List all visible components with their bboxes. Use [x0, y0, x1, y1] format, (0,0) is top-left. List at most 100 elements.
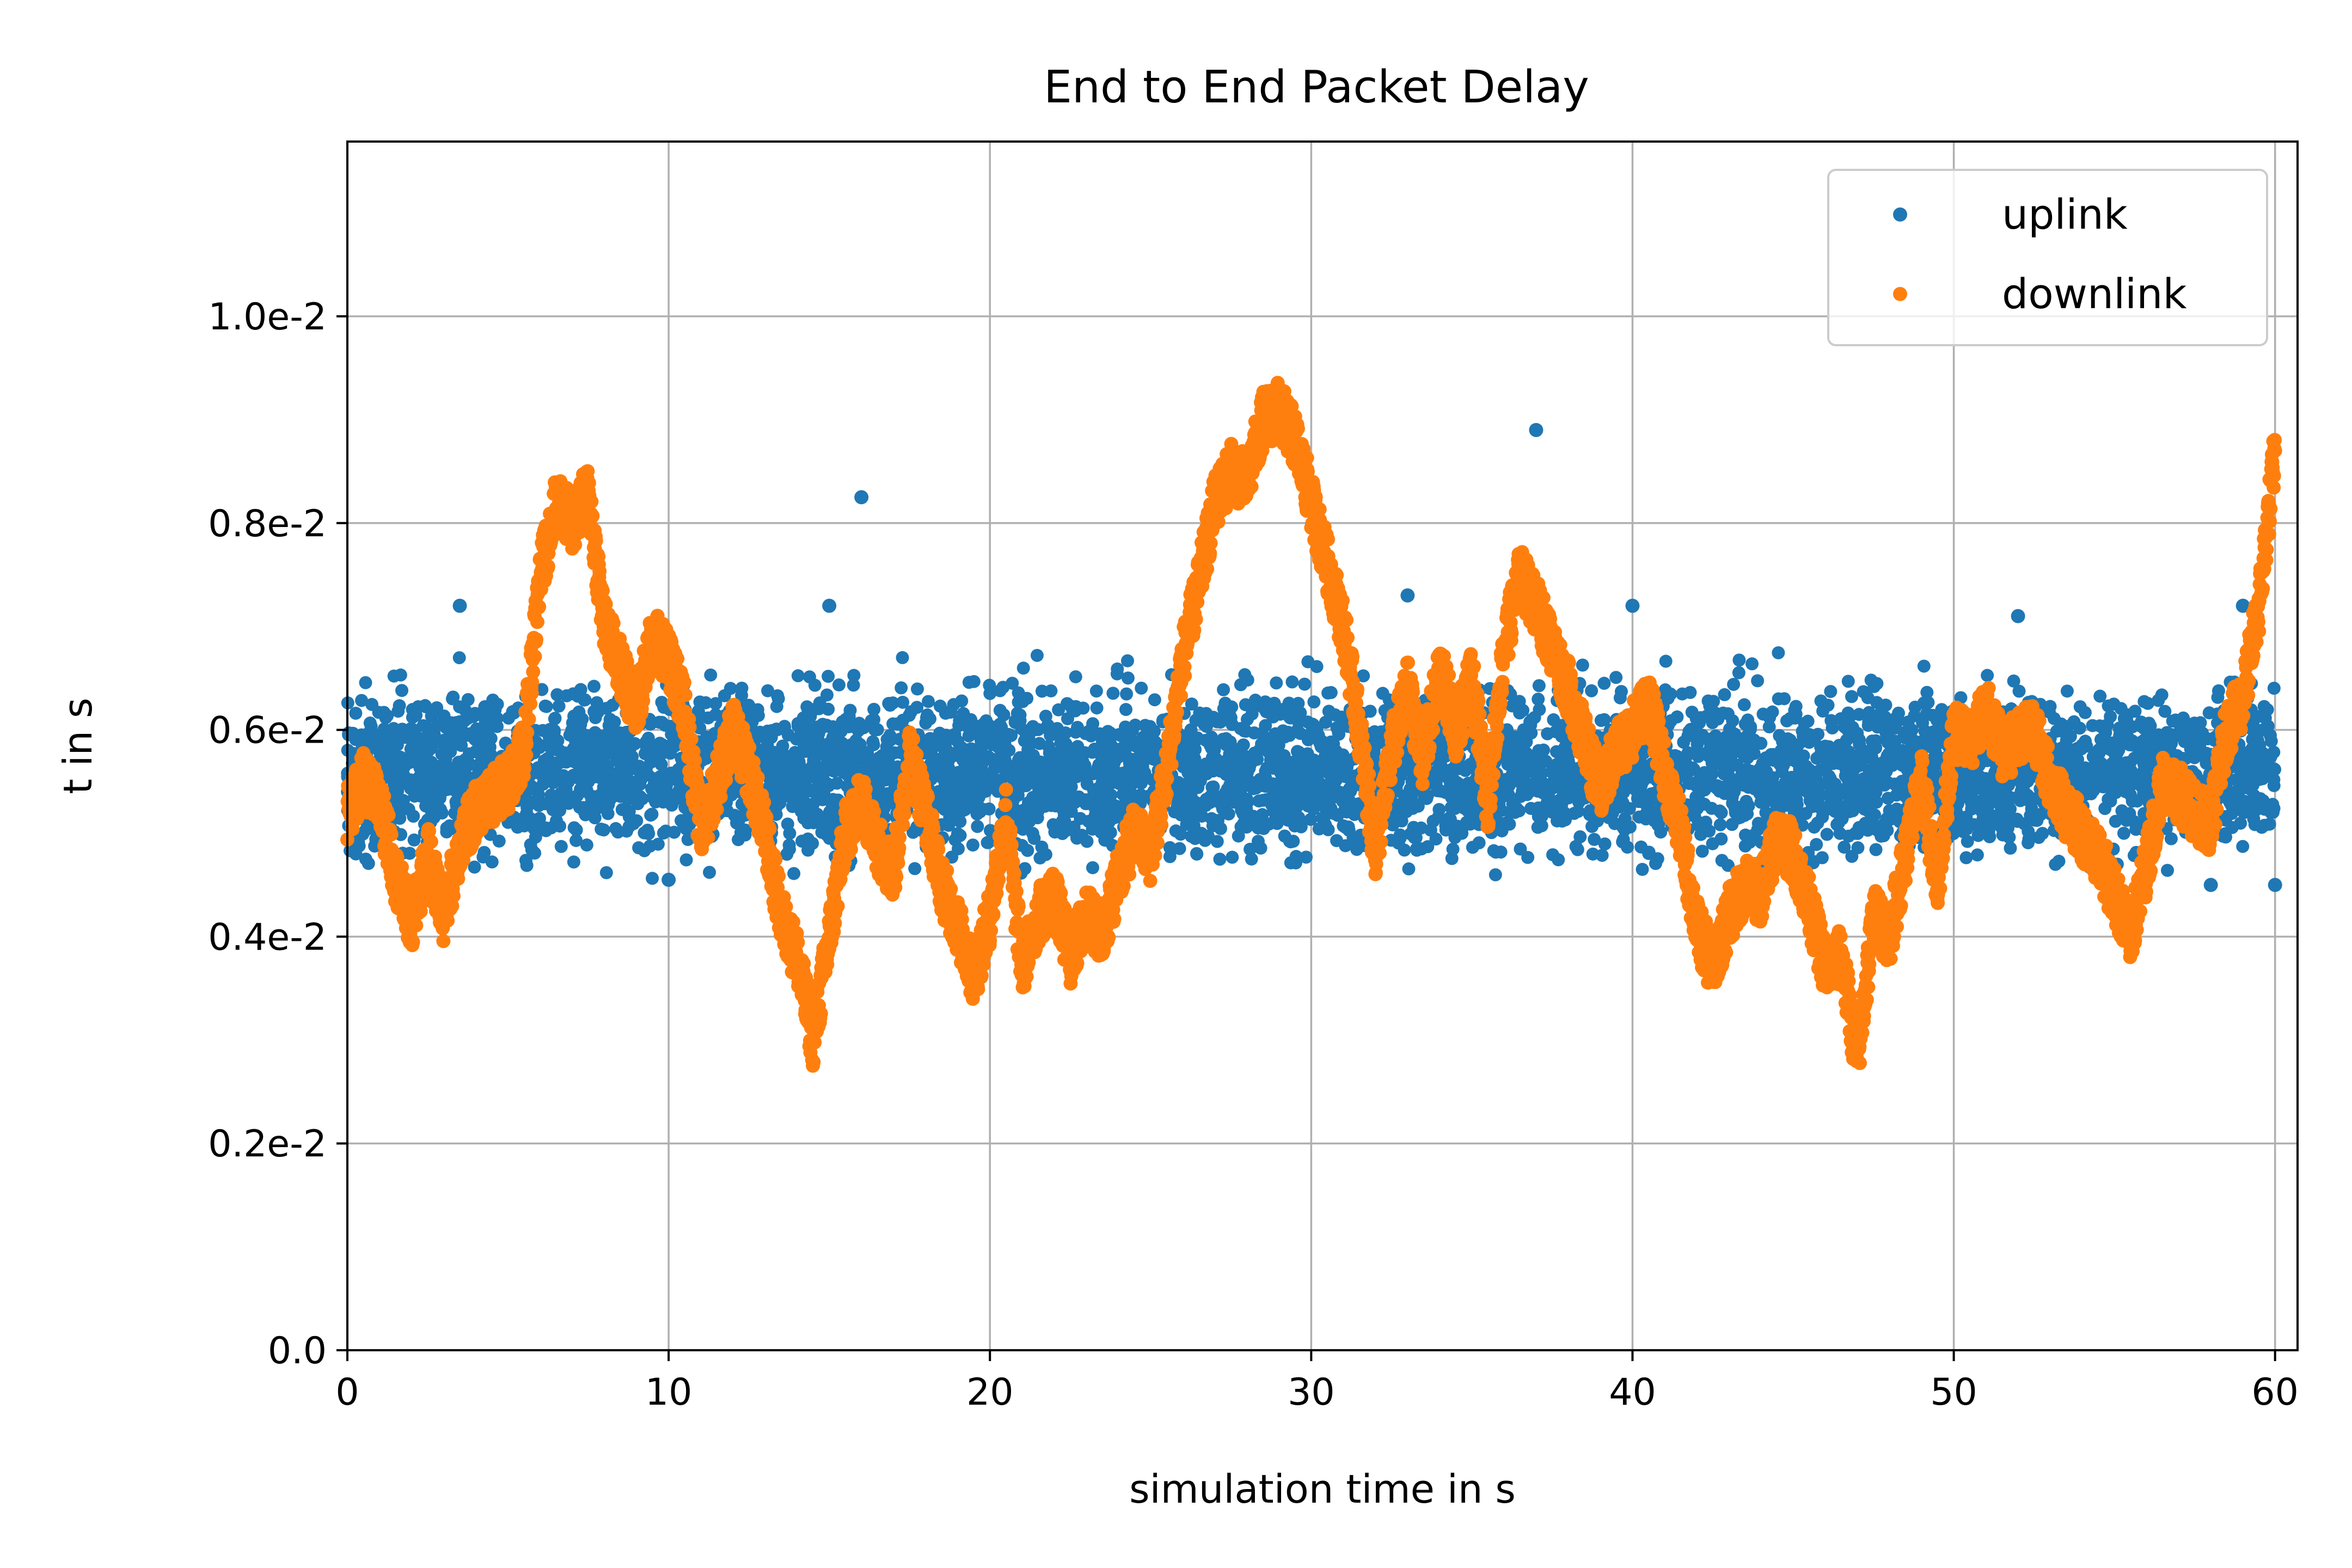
uplink-point	[822, 756, 836, 770]
uplink-point	[1824, 685, 1837, 699]
uplink-point	[951, 827, 965, 841]
uplink-point	[794, 726, 808, 740]
uplink-point	[2161, 863, 2175, 877]
uplink-point	[1640, 806, 1653, 820]
uplink-point	[1788, 711, 1802, 725]
uplink-point	[387, 669, 401, 683]
uplink-point	[1931, 728, 1944, 742]
uplink-point	[1180, 746, 1194, 759]
uplink-point	[1376, 687, 1389, 700]
uplink-point	[1294, 820, 1308, 834]
uplink-point	[536, 724, 549, 737]
uplink-point	[565, 724, 579, 737]
uplink-point	[1571, 843, 1584, 856]
uplink-point	[1695, 844, 1709, 858]
uplink-point	[1231, 770, 1245, 784]
uplink-point	[1537, 743, 1551, 757]
uplink-point	[1229, 745, 1243, 759]
uplink-point	[1576, 658, 1589, 672]
uplink-point	[2152, 728, 2165, 742]
uplink-point	[1524, 726, 1538, 740]
uplink-point	[832, 678, 846, 692]
uplink-point	[1664, 714, 1678, 727]
uplink-point	[1737, 698, 1751, 712]
uplink-point	[432, 718, 445, 732]
uplink-point	[1983, 830, 1996, 843]
uplink-point	[1048, 825, 1062, 839]
uplink-point	[904, 705, 918, 719]
uplink-point	[567, 855, 580, 869]
uplink-point	[520, 859, 534, 872]
uplink-point	[2265, 748, 2278, 761]
uplink-point	[1235, 804, 1248, 817]
uplink-point	[803, 670, 816, 684]
uplink-point	[938, 803, 951, 816]
uplink-point	[1298, 677, 1312, 691]
uplink-point	[983, 719, 997, 733]
uplink-point	[791, 669, 805, 683]
uplink-point	[1300, 850, 1313, 864]
uplink-point	[2093, 689, 2107, 703]
uplink-point	[1917, 659, 1931, 673]
uplink-point	[1095, 818, 1108, 832]
uplink-point	[2211, 690, 2225, 704]
uplink-point	[1458, 784, 1472, 798]
uplink-point	[818, 812, 831, 825]
uplink-point	[1869, 741, 1883, 755]
uplink-point	[896, 651, 909, 664]
uplink-point	[800, 700, 814, 714]
uplink-point	[1821, 800, 1835, 814]
uplink-point	[1301, 747, 1314, 761]
uplink-point	[1089, 684, 1103, 698]
uplink-point	[1218, 759, 1232, 773]
uplink-point	[1845, 690, 1859, 703]
uplink-point	[1307, 695, 1321, 709]
uplink-point	[2086, 784, 2100, 798]
uplink-point	[1446, 842, 1460, 856]
uplink-point	[359, 676, 372, 689]
uplink-point	[2012, 684, 2026, 698]
uplink-point	[1737, 749, 1751, 762]
uplink-point	[866, 735, 880, 749]
uplink-point	[1528, 710, 1541, 724]
uplink-point	[2227, 797, 2240, 811]
uplink-point	[1835, 756, 1849, 769]
uplink-point	[2202, 706, 2216, 720]
uplink-point	[1065, 771, 1079, 785]
uplink-point	[1751, 779, 1765, 793]
uplink-point	[1101, 725, 1114, 738]
uplink-point	[1551, 814, 1564, 828]
uplink-point	[1861, 823, 1875, 837]
uplink-point	[763, 774, 777, 787]
uplink-point	[569, 823, 583, 837]
uplink-point	[1234, 678, 1247, 691]
uplink-point	[971, 820, 984, 834]
uplink-point	[408, 789, 421, 803]
uplink-point	[604, 775, 618, 789]
uplink-point	[895, 681, 908, 695]
uplink-point	[1824, 745, 1838, 759]
uplink-point	[1532, 679, 1546, 693]
uplink-point	[1503, 817, 1516, 831]
uplink-point	[1061, 791, 1075, 805]
uplink-point	[1598, 837, 1612, 851]
uplink-point	[1521, 850, 1535, 864]
uplink-point	[1689, 746, 1702, 759]
uplink-point	[544, 755, 558, 769]
uplink-point	[944, 705, 958, 718]
uplink-point	[878, 750, 891, 763]
uplink-point	[2098, 801, 2112, 815]
uplink-point	[1929, 746, 1943, 759]
uplink-point	[1238, 668, 1252, 682]
uplink-point	[1879, 699, 1892, 712]
uplink-point	[1105, 739, 1118, 752]
uplink-point	[2117, 712, 2131, 725]
uplink-point	[1738, 828, 1752, 842]
uplink-point	[642, 827, 656, 841]
uplink-point	[1444, 801, 1458, 814]
uplink-point	[1270, 676, 1283, 690]
uplink-point	[1121, 671, 1135, 685]
uplink-point	[1249, 699, 1263, 713]
uplink-point	[1148, 693, 1161, 707]
uplink-point	[554, 840, 568, 853]
